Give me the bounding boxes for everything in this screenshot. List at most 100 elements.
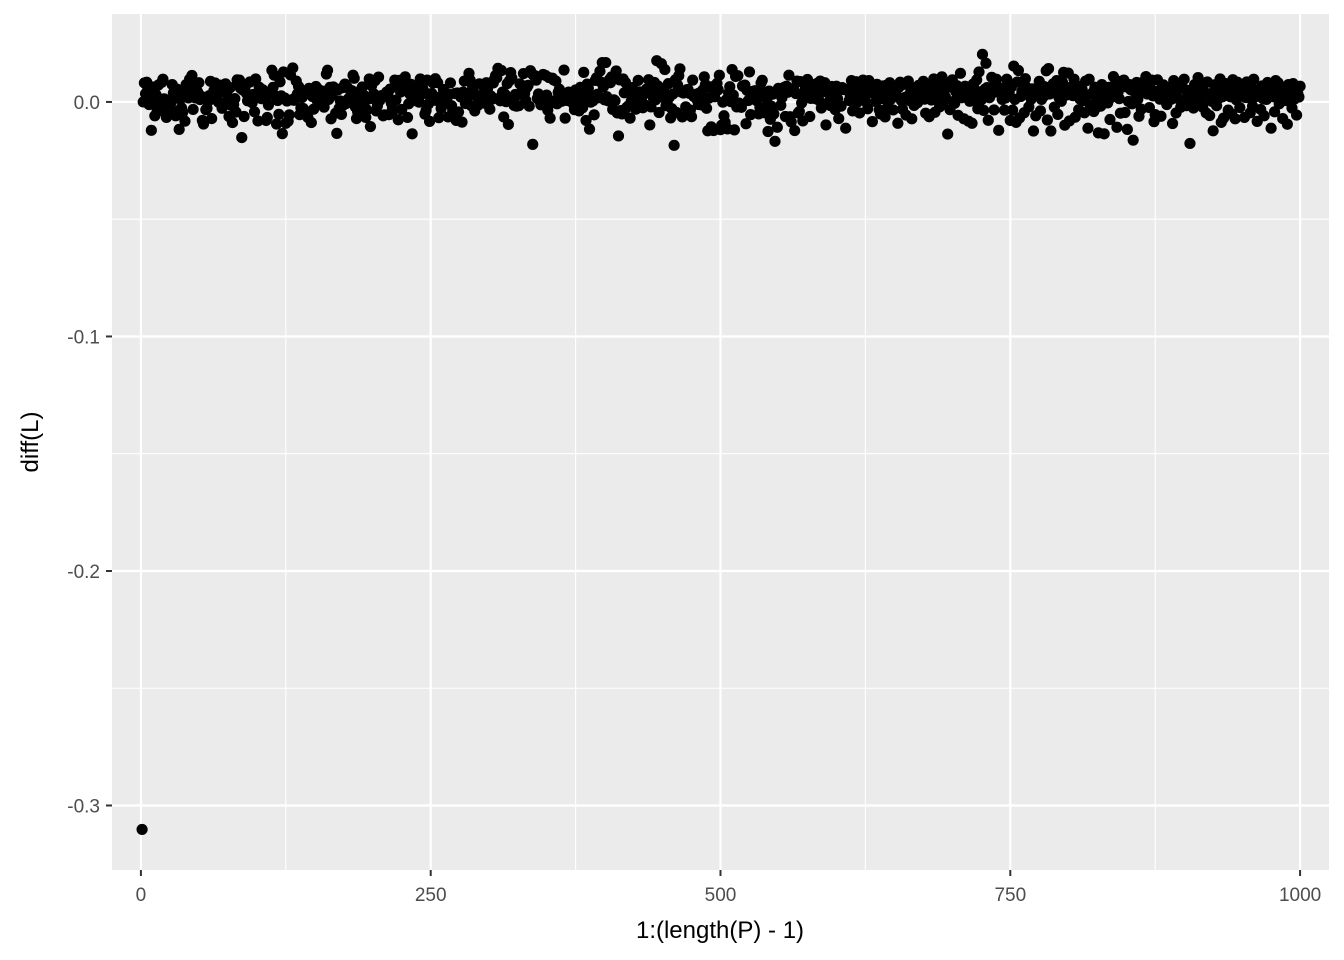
data-point	[1119, 106, 1131, 119]
data-point	[582, 82, 594, 94]
data-point	[862, 103, 874, 115]
data-point	[186, 69, 198, 82]
data-point	[1229, 113, 1241, 125]
data-point	[1293, 91, 1305, 103]
data-point	[1178, 73, 1190, 85]
x-tick-label: 500	[705, 885, 737, 906]
data-point	[713, 69, 725, 81]
y-tick-label: -0.1	[67, 327, 100, 348]
data-point	[906, 113, 918, 125]
data-point	[998, 104, 1011, 116]
data-point	[1012, 64, 1025, 77]
data-point	[879, 111, 891, 123]
data-point	[771, 121, 783, 133]
data-point	[1007, 104, 1019, 116]
data-point	[406, 128, 418, 140]
data-point	[283, 109, 295, 121]
data-point	[206, 112, 218, 125]
data-point	[1258, 110, 1270, 122]
data-point	[372, 71, 385, 83]
data-point	[610, 65, 622, 77]
data-point	[785, 116, 797, 128]
data-point	[700, 102, 713, 114]
data-point	[197, 118, 210, 130]
data-point	[674, 63, 686, 75]
data-point	[1248, 73, 1260, 85]
data-point	[522, 79, 534, 91]
data-point	[1104, 113, 1116, 126]
data-point	[1082, 122, 1094, 134]
data-point	[544, 112, 556, 124]
data-point	[609, 95, 621, 107]
data-point	[356, 81, 368, 93]
data-point	[1291, 109, 1303, 121]
data-point	[978, 104, 990, 116]
data-point	[600, 56, 612, 69]
data-point	[502, 118, 514, 131]
data-point	[687, 74, 699, 86]
data-point	[1098, 128, 1110, 140]
data-point	[262, 99, 275, 111]
data-point	[1045, 125, 1057, 137]
data-point	[252, 115, 264, 127]
data-point	[724, 81, 736, 93]
data-point	[732, 70, 744, 82]
data-point	[820, 119, 832, 131]
data-point	[348, 72, 360, 84]
data-point	[840, 122, 852, 134]
data-point	[238, 110, 250, 123]
data-point	[1027, 125, 1040, 137]
data-point	[578, 66, 590, 78]
data-point	[388, 104, 400, 116]
data-point	[193, 77, 205, 89]
data-point	[1265, 122, 1277, 134]
data-point	[1056, 76, 1069, 88]
data-point	[942, 128, 954, 140]
data-point	[273, 108, 285, 120]
data-point	[308, 103, 320, 115]
x-axis-title: 1:(length(P) - 1)	[636, 917, 804, 944]
data-point	[226, 116, 239, 129]
data-point	[527, 138, 539, 150]
data-point	[804, 110, 816, 123]
x-tick-label: 750	[994, 885, 1026, 906]
data-point	[756, 74, 768, 86]
data-point	[954, 67, 967, 79]
data-point	[835, 100, 847, 112]
data-point	[980, 57, 992, 69]
data-point	[1034, 105, 1047, 117]
data-point	[187, 103, 199, 116]
data-point	[248, 106, 261, 118]
data-point	[1294, 80, 1306, 92]
data-point	[157, 73, 169, 85]
data-point	[145, 124, 157, 136]
data-point	[331, 127, 343, 139]
data-point	[321, 64, 334, 76]
data-point	[1204, 109, 1216, 122]
data-point	[712, 84, 724, 96]
data-point	[452, 106, 465, 118]
data-point	[612, 130, 625, 142]
data-point	[624, 112, 636, 124]
data-point	[261, 111, 273, 124]
data-point	[685, 111, 698, 123]
data-point	[1083, 73, 1095, 85]
y-tick-label: -0.2	[67, 562, 100, 583]
data-point	[1052, 108, 1064, 120]
data-point	[1184, 137, 1196, 150]
data-point	[588, 109, 600, 121]
data-point	[993, 124, 1005, 136]
data-point	[136, 823, 148, 836]
data-point	[1234, 101, 1246, 114]
data-point	[433, 112, 445, 124]
data-point	[1042, 63, 1055, 75]
y-axis-title: diff(L)	[17, 412, 44, 473]
data-point	[179, 115, 191, 127]
data-point	[727, 89, 739, 101]
data-point	[1207, 125, 1219, 137]
data-point	[594, 65, 606, 77]
data-point	[976, 48, 989, 60]
data-point	[177, 106, 189, 119]
data-point	[456, 116, 468, 128]
data-point	[401, 111, 414, 124]
